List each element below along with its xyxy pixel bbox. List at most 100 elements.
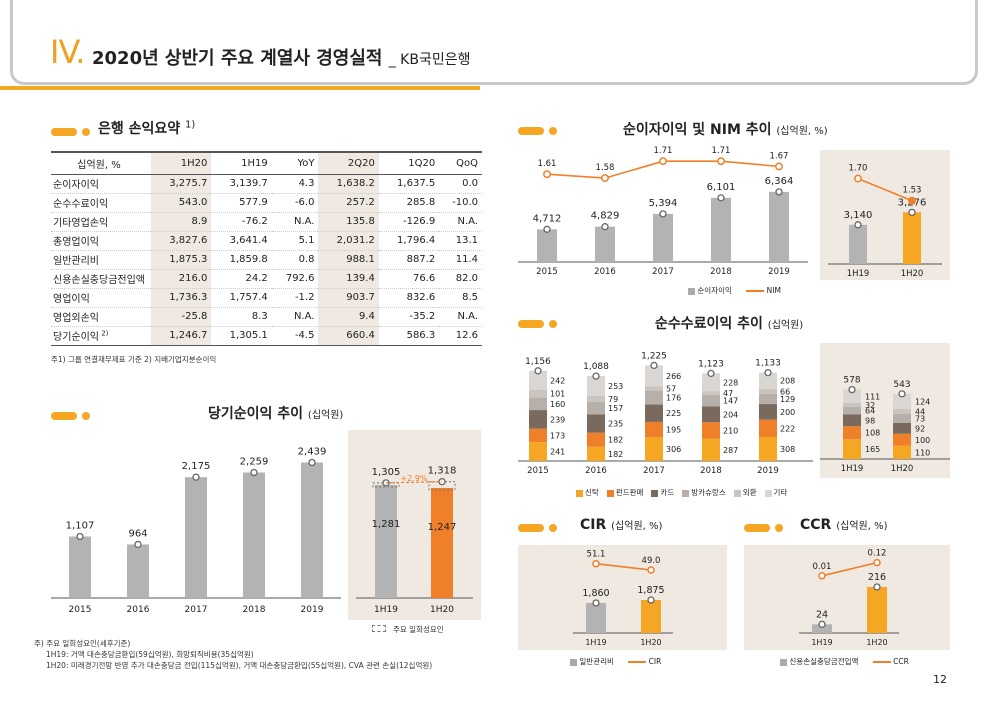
table-cell: 988.1: [318, 250, 379, 270]
stack-segment: [645, 404, 663, 422]
stack-segment: [893, 422, 911, 434]
table-cell: 586.3: [378, 326, 440, 346]
table-row: 순이자이익 3,275.7 3,139.7 4.3 1,638.2 1,637.5 0.0: [51, 174, 482, 194]
segment-label: 253: [608, 382, 623, 391]
ratio-line: [821, 561, 878, 577]
segment-label: 44: [915, 407, 925, 416]
section-marker: [518, 127, 544, 135]
table-cell: 1,637.5: [378, 174, 440, 194]
stack-segment: [843, 414, 861, 427]
ccr-legend-bar: 신용손실충당금전입액: [789, 657, 859, 666]
segment-label: 176: [666, 394, 681, 403]
stack-segment: [529, 410, 547, 429]
legend-swatch: [733, 489, 741, 497]
data-label: 24: [816, 609, 828, 620]
segment-label: 111: [865, 392, 880, 401]
bar: [867, 587, 887, 633]
table-cell: 903.7: [318, 288, 379, 308]
data-label: 4,712: [533, 213, 562, 224]
page-number: 12: [933, 673, 947, 686]
tick-label: 2018: [243, 605, 266, 615]
bar: [586, 603, 606, 633]
table-cell: -126.9: [378, 212, 440, 232]
stack-segment: [702, 438, 720, 461]
net-income-annual-chart: 1,107 2015 964 2016 2,175 2017 2,259 2018 2,439 2…: [51, 447, 341, 615]
table-cell: 1,859.8: [211, 250, 272, 270]
net-income-half-panel: [348, 430, 481, 620]
tick-label: 2016: [127, 605, 150, 615]
table-cell: 12.6: [439, 326, 482, 346]
legend-swatch: [764, 489, 772, 497]
tick-label: 2017: [652, 267, 674, 277]
segment-label: 66: [780, 387, 790, 396]
stack-segment: [587, 395, 605, 403]
adjusted-label: 1,305: [372, 467, 401, 478]
table-cell: 76.6: [378, 269, 440, 289]
data-label: 216: [868, 572, 886, 583]
total-label: 1,123: [698, 359, 724, 369]
section-marker: [518, 320, 544, 328]
stack-segment: [529, 442, 547, 461]
growth-line: [385, 481, 443, 484]
tick-label: 2019: [301, 605, 324, 615]
table-cell: 257.2: [318, 193, 379, 213]
segment-label: 235: [608, 419, 623, 428]
legend-label: 펀드판매: [615, 488, 644, 497]
data-label: 3,140: [844, 210, 873, 221]
section-marker: [744, 524, 770, 532]
nim-line: [857, 177, 913, 202]
tick-label: 2018: [700, 466, 722, 476]
tick-label: 2017: [185, 605, 208, 615]
segment-label: 92: [915, 424, 925, 433]
fee-title: 순수수료이익 추이 (십억원): [655, 313, 803, 333]
table-row: 영업외손익 -25.8 8.3 N.A. 9.4 -35.2 N.A.: [51, 307, 482, 327]
bar-marker: [543, 225, 551, 233]
data-label: 5,394: [649, 198, 678, 209]
net-income-note-1: 주) 주요 일회성요인(세후기준): [34, 639, 131, 648]
page-title-text: 2020년 상반기 주요 계열사 경영실적: [92, 48, 383, 69]
segment-label: 208: [780, 377, 795, 386]
bar: [653, 213, 673, 262]
table-row: 기타영업손익 8.9 -76.2 N.A. 135.8 -126.9 N.A.: [51, 212, 482, 232]
segment-label: 165: [865, 445, 880, 454]
total-label: 578: [843, 376, 860, 386]
table-row: 영업이익 1,736.3 1,757.4 -1.2 903.7 832.6 8.5: [51, 288, 482, 308]
bar: [711, 197, 731, 262]
table-cell: 3,827.6: [151, 231, 212, 251]
one-off-legend: 주요 일회성요인: [393, 625, 444, 634]
total-label: 543: [893, 380, 910, 390]
nim-line-swatch: [746, 290, 765, 292]
tick-label: 2015: [536, 267, 558, 277]
table-header-cell: 1H20: [151, 151, 212, 175]
legend-label: 기타: [773, 488, 788, 497]
data-label: 1,281: [372, 519, 401, 530]
table-cell: 8.3: [211, 307, 272, 327]
table-cell: -10.0: [439, 193, 482, 213]
segment-label: 204: [723, 410, 738, 419]
bar: [812, 624, 832, 633]
stack-segment: [587, 376, 605, 396]
nii-title: 순이자이익 및 NIM 추이 (십억원, %): [623, 119, 828, 139]
tick-label: 1H20: [640, 638, 661, 647]
bar: [769, 191, 789, 262]
table-row: 총영업이익 3,827.6 3,641.4 5.1 2,031.2 1,796.4 13.1: [51, 231, 482, 251]
table-cell: N.A.: [439, 212, 482, 232]
tick-label: 1H20: [901, 269, 924, 279]
segment-label: 79: [608, 395, 618, 404]
bar: [537, 229, 557, 262]
stack-segment: [587, 446, 605, 461]
nim-point: [717, 157, 725, 166]
section-marker-dot: [549, 127, 557, 135]
growth-label: +2.9%: [400, 474, 427, 483]
table-header-cell: 1Q20: [378, 151, 440, 175]
total-marker: [764, 368, 772, 377]
data-label: 2,439: [298, 447, 327, 458]
ratio-point: [647, 566, 655, 574]
stack-segment: [645, 437, 663, 461]
row-label: 기타영업손익: [51, 212, 151, 232]
stack-segment: [529, 370, 547, 390]
segment-label: 228: [723, 378, 738, 387]
table-cell: 2,031.2: [318, 231, 379, 251]
data-label: 1,107: [66, 521, 95, 532]
